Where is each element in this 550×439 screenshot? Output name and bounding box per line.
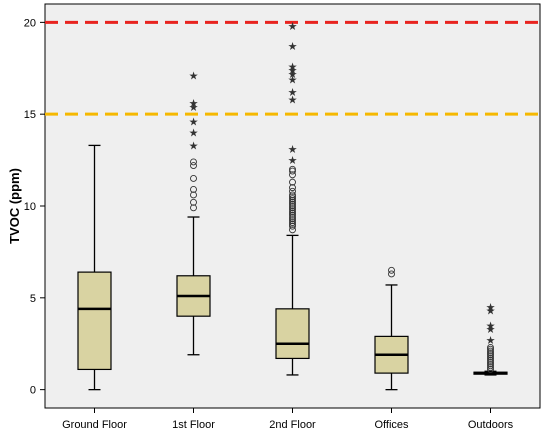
outlier-point [190,162,197,170]
x-axis: Ground Floor 1st Floor 2nd Floor Offices Out… [62,408,514,431]
outlier-point [289,178,296,186]
box-group-0 [77,144,112,391]
outlier-point [388,270,395,278]
outlier-point [289,217,296,225]
outlier-point [289,208,296,215]
outlier-point [289,226,296,234]
outlier-point [289,220,296,228]
outlier-point [487,353,494,361]
outlier-point [289,167,296,175]
outlier-point [289,198,296,206]
extreme-point: ★ [486,319,496,332]
outlier-point [487,354,494,362]
box-group-1: ★★★★★★ [176,70,211,356]
outlier-point [487,362,494,370]
x-tick-label: Outdoors [468,419,514,431]
outlier-point [190,198,197,206]
outlier-point [487,351,494,359]
x-tick-label: 1st Floor [172,419,215,431]
x-tick-label: Ground Floor [62,419,127,431]
box-group-3 [374,266,409,391]
outlier-point [388,266,395,274]
outlier-point [289,219,296,226]
outlier-point [289,202,296,210]
extreme-point: ★ [288,68,298,81]
outlier-point [289,195,296,203]
outlier-point [190,204,197,212]
box-group-2: ★★★★★★★★★★ [275,20,310,376]
extreme-point: ★ [288,20,298,33]
outlier-point [487,356,494,364]
y-tick-label: 20 [24,17,36,29]
outlier-point [190,175,197,182]
outlier-point [289,191,296,199]
outlier-point [190,191,197,199]
x-tick-label: 2nd Floor [269,419,316,431]
outlier-point [487,347,494,355]
extreme-point: ★ [288,93,298,106]
boxes: ★★★★★★★★★★★★★★★★★★★★★ [77,20,508,391]
outlier-point [289,171,296,179]
extreme-point: ★ [189,101,199,114]
extreme-point: ★ [189,127,199,140]
x-tick-label: Offices [374,419,409,431]
y-axis: 0 5 10 15 20 [24,17,45,397]
outlier-point [487,358,494,366]
outlier-point [487,360,494,368]
outlier-point [289,215,296,223]
outlier-point [487,349,494,357]
outlier-point [289,204,296,212]
outlier-point [487,343,494,351]
extreme-point: ★ [288,60,298,73]
outlier-point [190,186,197,193]
extreme-point: ★ [288,86,298,99]
extreme-point: ★ [288,143,298,156]
extreme-point: ★ [189,116,199,129]
outlier-point [289,206,296,214]
extreme-point: ★ [189,70,199,83]
extreme-point: ★ [288,73,298,86]
extreme-point: ★ [288,154,298,167]
outlier-point [289,211,296,219]
extreme-point: ★ [288,64,298,77]
extreme-point: ★ [486,334,496,347]
y-tick-label: 10 [24,201,36,213]
extreme-point: ★ [486,323,496,336]
y-tick-label: 5 [30,293,36,305]
outlier-point [190,158,197,166]
outlier-point [289,222,296,230]
box [77,271,112,371]
box-group-4: ★★★★★ [473,301,508,376]
outlier-point [289,200,296,208]
y-axis-title: TVOC (ppm) [7,168,22,244]
outlier-point [487,364,494,372]
outlier-point [289,193,296,201]
outlier-point [289,213,296,221]
outlier-point [289,209,296,217]
extreme-point: ★ [486,301,496,314]
outlier-point [487,365,494,373]
y-tick-label: 0 [30,385,36,397]
extreme-point: ★ [189,139,199,152]
outlier-point [289,187,296,195]
box [275,308,310,360]
outlier-point [289,197,296,204]
reference-lines [45,20,540,116]
outlier-point [487,345,494,353]
extreme-point: ★ [189,97,199,110]
extreme-point: ★ [486,305,496,318]
y-tick-label: 15 [24,109,36,121]
outlier-point [289,184,296,192]
extreme-point: ★ [288,40,298,53]
outlier-point [289,165,296,173]
